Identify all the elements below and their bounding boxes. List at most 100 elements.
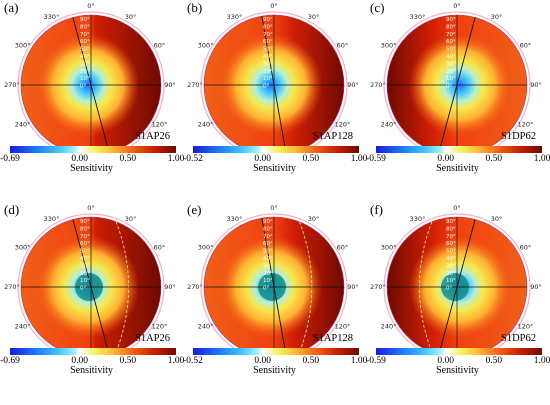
colorbar-title: Sensitivity	[70, 163, 113, 174]
panel-label: (d)	[4, 202, 20, 217]
radial-tick-label: 80°	[263, 24, 273, 30]
radial-tick-label: 50°	[80, 47, 90, 53]
colorbar-tick-label: -0.69	[0, 154, 20, 164]
angular-tick-label: 30°	[491, 215, 503, 223]
radial-tick-label: 90°	[80, 17, 90, 23]
angular-tick-label: 90°	[530, 81, 542, 89]
angular-tick-label: 300°	[198, 42, 214, 50]
principal-axis-line	[72, 17, 109, 150]
panel-label: (a)	[4, 0, 19, 15]
colorbar-ticks: -0.69 0.00 0.50 1.00	[0, 154, 184, 166]
radial-tick-label: 70°	[446, 32, 456, 38]
angular-tick-label: 300°	[15, 244, 31, 252]
panel-label: (f)	[370, 202, 383, 217]
angular-tick-label: 120°	[335, 121, 351, 129]
radial-tick-label: 60°	[446, 241, 456, 247]
angular-tick-label: 300°	[198, 244, 214, 252]
array-name-label: S1AP26	[134, 131, 170, 142]
radial-tick-label: 30°	[80, 263, 90, 269]
colorbar-tick-label: 0.00	[254, 154, 272, 164]
colorbar-title: Sensitivity	[70, 365, 113, 376]
radial-tick-label: 10°	[263, 278, 273, 284]
polar-panel-a: 90° 80° 70° 60° 50° 40° 30° 20° 10° 0° 0° 30° 60° 90°…	[0, 0, 184, 202]
angular-tick-label: 30°	[125, 13, 137, 21]
principal-axis-line	[439, 219, 476, 352]
angular-tick-label: 330°	[44, 13, 60, 21]
angular-tick-label: 90°	[530, 283, 542, 291]
radial-tick-label: 20°	[446, 69, 456, 75]
angular-tick-label: 240°	[381, 121, 397, 129]
radial-tick-label: 20°	[263, 271, 273, 277]
colorbar-tick-label: -0.52	[183, 154, 203, 164]
colorbar-tick-label: 0.00	[437, 154, 455, 164]
angular-tick-label: 30°	[308, 215, 320, 223]
angular-tick-label: 240°	[198, 323, 214, 331]
radial-tick-label: 60°	[263, 39, 273, 45]
polar-plot: 90°80°70°60°50°40°30°20°10°0°0°30°60°90°…	[187, 204, 359, 352]
angular-tick-label: 60°	[154, 42, 166, 50]
radial-tick-label: 0°	[446, 84, 452, 90]
angular-tick-label: 330°	[227, 13, 243, 21]
radial-tick-label: 40°	[446, 54, 456, 60]
panel-label: (c)	[370, 0, 385, 15]
colorbar-tick-label: 0.50	[119, 356, 137, 366]
radial-tick-label: 90°	[446, 219, 456, 225]
angular-tick-label: 0°	[270, 204, 277, 212]
radial-tick-label: 40°	[80, 54, 90, 60]
angular-tick-label: 240°	[381, 323, 397, 331]
angular-tick-label: 90°	[347, 81, 359, 89]
radial-tick-label: 60°	[263, 241, 273, 247]
array-name-label: S1AP26	[134, 333, 170, 344]
radial-tick-label: 10°	[263, 76, 273, 82]
radial-tick-label: 0°	[80, 84, 86, 90]
colorbar-tick-label: -0.59	[366, 356, 386, 366]
angular-tick-label: 30°	[308, 13, 320, 21]
colorbar-tick-label: 1.00	[350, 154, 368, 164]
colorbar-tick-label: -0.69	[0, 356, 20, 366]
polar-panel-b: 90° 80° 70° 60° 50° 40° 30° 20° 10° 0° 0° 30° 60° 90°…	[183, 0, 368, 202]
colorbar-title: Sensitivity	[253, 365, 296, 376]
angular-tick-label: 0°	[453, 204, 460, 212]
angular-tick-label: 330°	[227, 215, 243, 223]
principal-axis-line	[261, 217, 286, 352]
colorbar	[10, 348, 176, 355]
principal-axis-line	[261, 15, 286, 150]
angular-tick-label: 90°	[164, 81, 176, 89]
colorbar-tick-label: 0.50	[485, 356, 503, 366]
radial-tick-label: 70°	[263, 234, 273, 240]
angular-tick-label: 120°	[518, 323, 534, 331]
radial-tick-label: 50°	[263, 47, 273, 53]
colorbar	[193, 348, 359, 355]
radial-tick-label: 20°	[263, 69, 273, 75]
colorbar-tick-label: 1.00	[350, 356, 368, 366]
radial-tick-label: 40°	[80, 256, 90, 262]
array-name-label: S1AP128	[312, 333, 353, 344]
colorbar-title: Sensitivity	[436, 365, 479, 376]
colorbar-tick-label: 1.00	[167, 356, 185, 366]
colorbar-title: Sensitivity	[436, 163, 479, 174]
colorbar-tick-label: 0.00	[71, 154, 89, 164]
panel-label: (b)	[187, 0, 203, 15]
angular-tick-label: 0°	[87, 204, 94, 212]
panel-label: (e)	[187, 202, 202, 217]
angular-tick-label: 30°	[491, 13, 503, 21]
angular-tick-label: 300°	[15, 42, 31, 50]
polar-plot: 90°80°70°60°50°40°30°20°10°0°0°30°60°90°…	[4, 2, 176, 150]
radial-tick-label: 10°	[80, 76, 90, 82]
radial-tick-label: 20°	[80, 271, 90, 277]
angular-tick-label: 120°	[518, 121, 534, 129]
radial-tick-label: 60°	[446, 39, 456, 45]
colorbar-tick-label: 0.50	[119, 154, 137, 164]
polar-plot: 90°80°70°60°50°40°30°20°10°0°0°30°60°90°…	[370, 204, 542, 352]
angular-tick-label: 0°	[87, 2, 94, 10]
radial-tick-label: 70°	[263, 32, 273, 38]
colorbar	[10, 146, 176, 153]
angular-tick-label: 120°	[152, 121, 168, 129]
radial-tick-label: 60°	[80, 39, 90, 45]
colorbar	[193, 146, 359, 153]
radial-tick-label: 20°	[80, 69, 90, 75]
colorbar	[376, 146, 542, 153]
colorbar-tick-label: 1.00	[533, 356, 550, 366]
angular-tick-label: 30°	[125, 215, 137, 223]
